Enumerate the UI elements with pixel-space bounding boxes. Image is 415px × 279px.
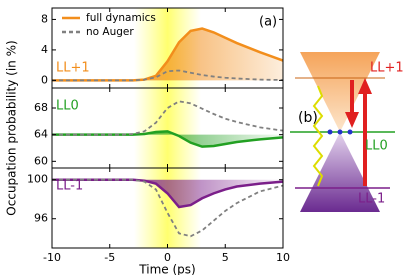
series-line [52, 178, 284, 238]
arrow-head [345, 112, 359, 128]
electron [347, 129, 353, 135]
x-tick-label: 0 [164, 251, 171, 264]
x-tick-label: -5 [104, 251, 115, 264]
arrow-head [358, 78, 372, 94]
level-label: LL0 [365, 139, 388, 154]
x-tick-label: -10 [43, 251, 61, 264]
panel-label: LL+1 [56, 61, 90, 76]
y-tick-label: 8 [41, 12, 48, 25]
level-label: LL-1 [358, 192, 385, 207]
electron [327, 129, 333, 135]
x-tick-label: 5 [222, 251, 229, 264]
x-tick-label: 10 [276, 251, 290, 264]
x-axis-label: Time (ps) [138, 263, 195, 276]
panel-label: LL0 [56, 99, 79, 114]
panel-label: (b) [298, 110, 318, 126]
y-axis-label: Occupation probability (in %) [5, 40, 19, 215]
y-tick-label: 96 [34, 212, 48, 225]
lower-cone [300, 132, 380, 212]
series-line [52, 100, 284, 136]
diagram: (b) LL+1 LL0 LL-1 [290, 52, 404, 212]
series-line [52, 69, 284, 82]
y-tick-label: 60 [34, 154, 48, 167]
upper-cone [300, 52, 380, 132]
legend-label: full dynamics [86, 12, 156, 24]
level-label: LL+1 [370, 61, 404, 76]
y-tick-label: 100 [27, 173, 48, 186]
annotation: (a) [259, 15, 277, 30]
plots: 0 4 8 LL+1 (a) full dynamics no Auger 60 64 68 LL0… [5, 7, 290, 277]
panel-label: LL-1 [56, 179, 83, 194]
legend-label: no Auger [86, 26, 134, 38]
y-tick-label: 4 [41, 43, 48, 56]
electron [337, 129, 343, 135]
y-tick-label: 0 [41, 73, 48, 86]
y-tick-label: 68 [34, 101, 48, 114]
auger-path [312, 85, 324, 187]
y-tick-label: 64 [34, 128, 48, 141]
area [52, 28, 283, 81]
